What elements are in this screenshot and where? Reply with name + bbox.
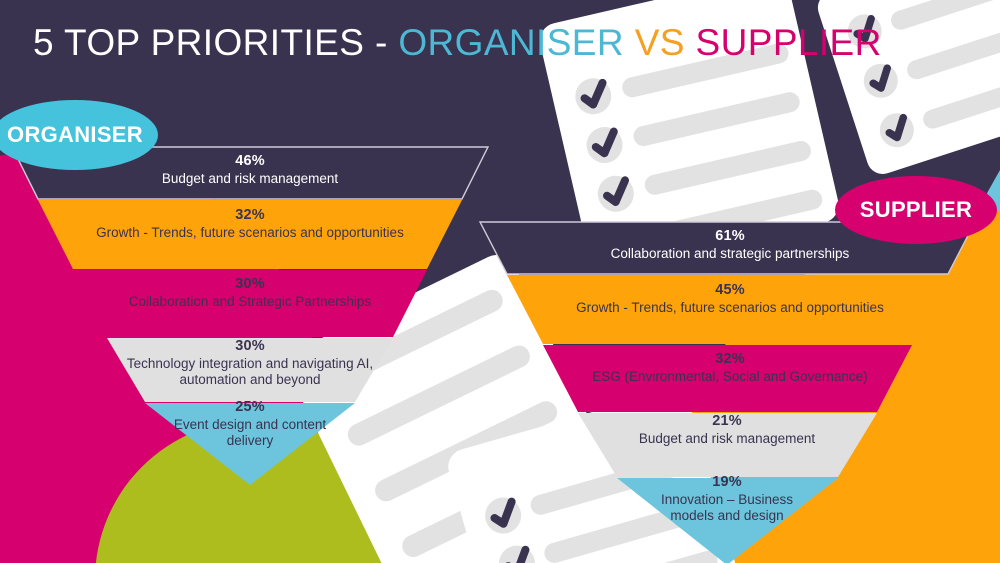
badge-supplier-label: SUPPLIER — [859, 197, 973, 222]
organiser-row-5-shape — [145, 403, 355, 485]
funnel-chart-supplier: 61% Collaboration and strategic partners… — [470, 221, 1000, 563]
organiser-row-4-shape — [107, 338, 393, 402]
supplier-row-4-shape — [578, 413, 877, 477]
checklist-card-top-center — [539, 0, 839, 273]
page-title: 5 TOP PRIORITIES - ORGANISER VS SUPPLIER — [33, 22, 882, 64]
badge-organiser: ORGANISER — [0, 100, 158, 170]
badge-supplier: SUPPLIER — [835, 176, 997, 244]
supplier-row-3-shape — [543, 345, 912, 412]
title-part-1: 5 TOP PRIORITIES - — [33, 22, 399, 63]
title-part-organiser: ORGANISER — [398, 22, 635, 63]
supplier-row-1-shape — [478, 221, 977, 275]
organiser-row-2-shape — [38, 200, 462, 269]
organiser-row-3-shape — [73, 270, 427, 337]
supplier-row-2-shape — [507, 275, 948, 344]
supplier-row-5-shape — [617, 478, 838, 563]
title-part-supplier: SUPPLIER — [695, 22, 882, 63]
funnel-chart-organiser: 46% Budget and risk management 32% Growt… — [0, 146, 500, 487]
title-part-vs: VS — [634, 22, 696, 63]
badge-organiser-label: ORGANISER — [7, 122, 143, 147]
checklist-card-top-right — [817, 0, 1000, 174]
